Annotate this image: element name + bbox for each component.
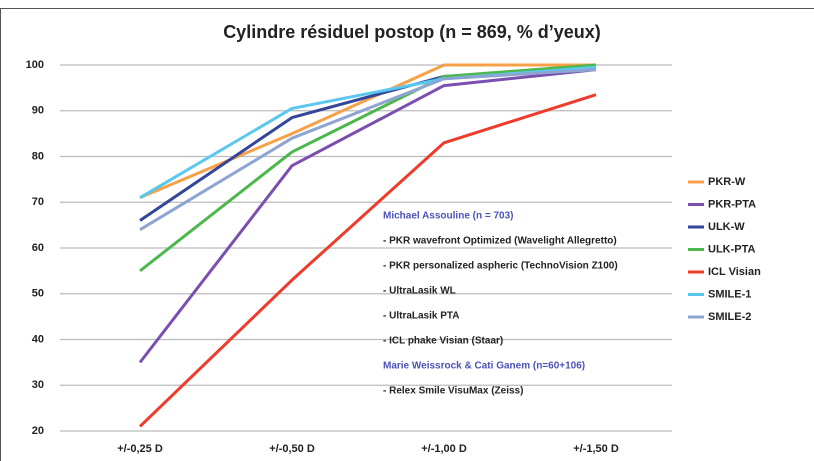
series-line (139, 68, 597, 231)
series-line (139, 63, 596, 200)
legend-label: PKR-W (708, 176, 746, 188)
y-tick-label: 30 (32, 379, 44, 391)
annotation: Marie Weissrock & Cati Ganem (n=60+106) (383, 361, 585, 372)
annotation: - ICL phake Visian (Staar) (383, 336, 503, 347)
legend-label: ICL Visian (708, 266, 761, 278)
y-tick-label: 60 (32, 242, 44, 254)
legend-label: PKR-PTA (708, 198, 756, 210)
y-tick-label: 50 (32, 288, 44, 300)
y-tick-label: 100 (26, 59, 44, 71)
annotation: - Relex Smile VisuMax (Zeiss) (383, 386, 523, 397)
legend-label: SMILE-1 (708, 288, 751, 300)
y-tick-label: 80 (32, 150, 44, 162)
legend-label: SMILE-2 (708, 311, 751, 323)
legend-label: ULK-W (708, 221, 745, 233)
series-line (139, 63, 597, 273)
x-tick-label: +/-0,25 D (117, 443, 163, 455)
annotation: Michael Assouline (n = 703) (383, 211, 514, 222)
y-tick-label: 90 (32, 105, 44, 117)
y-tick-label: 70 (32, 196, 44, 208)
annotation: - PKR personalized aspheric (TechnoVisio… (383, 261, 618, 272)
x-tick-label: +/-1,50 D (573, 443, 619, 455)
series-line (138, 68, 597, 364)
legend-label: ULK-PTA (708, 243, 756, 255)
chart-title: Cylindre résiduel postop (n = 869, % d’y… (223, 22, 601, 42)
series-line (139, 65, 597, 222)
series-line (139, 65, 597, 199)
x-tick-label: +/-0,50 D (269, 443, 315, 455)
annotation: - UltraLasik PTA (383, 311, 460, 322)
y-tick-label: 40 (32, 333, 44, 345)
annotation: - UltraLasik WL (383, 286, 456, 297)
annotation: - PKR wavefront Optimized (Wavelight All… (383, 236, 617, 247)
y-tick-label: 20 (32, 425, 44, 437)
series-line (138, 93, 597, 428)
x-tick-label: +/-1,00 D (421, 443, 467, 455)
